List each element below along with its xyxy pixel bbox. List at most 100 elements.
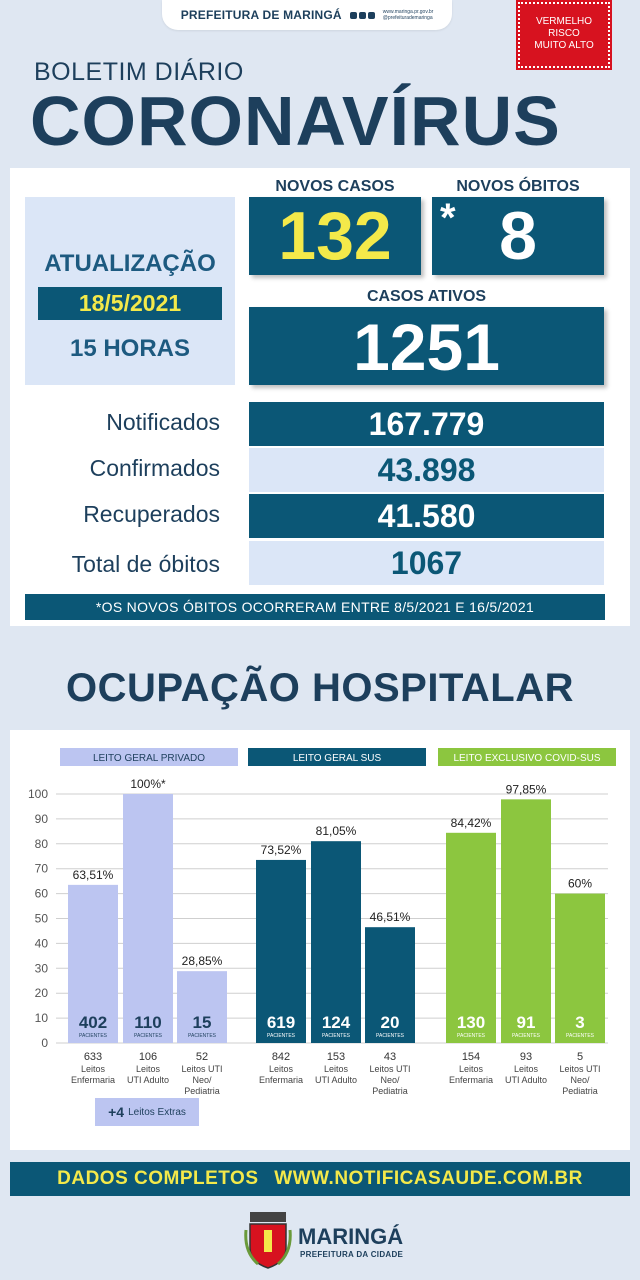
hospital-occupancy-title: OCUPAÇÃO HOSPITALAR — [65, 666, 574, 710]
instagram-icon — [349, 11, 357, 19]
y-tick-label: 40 — [35, 936, 49, 950]
update-hour: 15 HORAS — [69, 335, 191, 362]
bar — [555, 893, 605, 1043]
y-tick-label: 90 — [35, 812, 49, 826]
bar-category-label: Neo/ — [380, 1075, 400, 1085]
bar — [123, 794, 173, 1043]
bar-category-label: Leitos — [514, 1064, 539, 1074]
bar-category-label: Leitos — [324, 1064, 349, 1074]
risk-line-2: RISCO — [548, 28, 580, 39]
bar-patients-value: 619 — [267, 1013, 295, 1032]
bar-beds-count: 153 — [327, 1051, 345, 1063]
bar-category-label: Pediatria — [184, 1086, 220, 1096]
extra-beds-text: Leitos Extras — [128, 1106, 186, 1118]
bar-beds-count: 154 — [462, 1051, 480, 1063]
bar-percent-label: 28,85% — [182, 954, 223, 968]
bar-category-label: Pediatria — [562, 1086, 598, 1096]
bar-category-label: Enfermaria — [259, 1075, 303, 1085]
new-deaths-label: NOVOS ÓBITOS — [456, 178, 580, 195]
new-cases-label: NOVOS CASOS — [275, 178, 395, 195]
bar — [177, 971, 227, 1043]
y-tick-label: 100 — [28, 787, 48, 801]
update-label: ATUALIZAÇÃO — [44, 250, 216, 277]
bar-patients-label: PACIENTES — [322, 1033, 351, 1039]
bar — [68, 884, 118, 1043]
y-tick-label: 70 — [35, 862, 49, 876]
header-links: www.maringa.pr.gov.br @prefeiturademarin… — [383, 9, 433, 21]
bar-beds-count: 43 — [384, 1051, 396, 1063]
bar-percent-label: 81,05% — [316, 824, 357, 838]
update-date: 18/5/2021 — [38, 287, 222, 320]
y-tick-label: 50 — [35, 912, 49, 926]
active-cases-label: CASOS ATIVOS — [366, 288, 487, 305]
extra-beds-badge: +4 Leitos Extras — [95, 1098, 199, 1126]
active-cases-value: 1251 — [249, 307, 604, 385]
website-link[interactable]: www.maringa.pr.gov.br — [382, 9, 434, 15]
bar-patients-label: PACIENTES — [188, 1033, 217, 1039]
bar-category-label: Neo/ — [570, 1075, 590, 1085]
total-deaths-value: 1067 — [249, 541, 604, 585]
bar-patients-label: PACIENTES — [267, 1033, 296, 1039]
city-crest-icon — [244, 1212, 292, 1269]
bar-patients-value: 15 — [193, 1013, 212, 1032]
bar — [501, 799, 551, 1043]
city-name: MARINGÁ — [298, 1224, 404, 1249]
bar — [446, 832, 496, 1043]
extra-beds-count: +4 — [108, 1104, 125, 1120]
bar-category-label: Leitos UTI — [559, 1064, 600, 1074]
total-deaths-label: Total de óbitos — [71, 551, 220, 577]
bar-category-label: Leitos UTI — [181, 1064, 222, 1074]
notified-label: Notificados — [106, 409, 220, 435]
new-deaths-box: * 8 — [432, 196, 604, 275]
facebook-icon — [367, 11, 375, 19]
group-title: LEITO GERAL PRIVADO — [93, 753, 205, 764]
social-handle[interactable]: @prefeiturademaringa — [382, 15, 433, 21]
new-deaths-value: 8 — [499, 198, 537, 274]
bar — [311, 841, 361, 1043]
bar-category-label: UTI Adulto — [315, 1075, 357, 1085]
bar-patients-value: 124 — [322, 1013, 351, 1032]
header-brand-bar: PREFEITURA DE MARINGÁ www.maringa.pr.gov… — [162, 0, 452, 30]
footer-bar: DADOS COMPLETOS WWW.NOTIFICASAUDE.COM.BR — [10, 1162, 630, 1196]
bar-patients-value: 91 — [517, 1013, 536, 1032]
bar-beds-count: 106 — [139, 1051, 157, 1063]
bar-patients-label: PACIENTES — [566, 1033, 595, 1039]
bar-category-label: Neo/ — [192, 1075, 212, 1085]
social-icons — [349, 11, 375, 19]
y-tick-label: 20 — [35, 986, 49, 1000]
new-deaths-asterisk: * — [440, 196, 456, 240]
bar-category-label: Enfermaria — [71, 1075, 115, 1085]
confirmed-label: Confirmados — [89, 455, 220, 481]
y-tick-label: 0 — [41, 1036, 48, 1050]
recovered-label: Recuperados — [83, 501, 220, 527]
bar-category-label: Leitos — [136, 1064, 161, 1074]
confirmed-value: 43.898 — [249, 448, 604, 492]
bar-patients-label: PACIENTES — [134, 1033, 163, 1039]
bar-patients-value: 3 — [575, 1013, 584, 1032]
deaths-footnote: *OS NOVOS ÓBITOS OCORRERAM ENTRE 8/5/202… — [25, 594, 605, 620]
new-cases-value: 132 — [249, 197, 421, 275]
group-title: LEITO GERAL SUS — [293, 753, 382, 764]
bar-patients-value: 402 — [79, 1013, 107, 1032]
bar-category-label: Enfermaria — [449, 1075, 493, 1085]
twitter-icon — [358, 11, 366, 19]
recovered-value: 41.580 — [249, 494, 604, 538]
bar-beds-count: 633 — [84, 1051, 102, 1063]
notified-value: 167.779 — [249, 402, 604, 446]
bar-percent-label: 73,52% — [261, 843, 302, 857]
bar-beds-count: 52 — [196, 1051, 208, 1063]
y-tick-label: 60 — [35, 887, 49, 901]
brand-name: PREFEITURA DE MARINGÁ — [180, 8, 342, 22]
footer-url[interactable]: WWW.NOTIFICASAUDE.COM.BR — [274, 1168, 583, 1189]
group-header — [438, 748, 616, 766]
bar-patients-label: PACIENTES — [376, 1033, 405, 1039]
bar-category-label: Leitos — [81, 1064, 106, 1074]
group-header — [60, 748, 238, 766]
bar-beds-count: 93 — [520, 1051, 532, 1063]
bar — [365, 927, 415, 1043]
bar-percent-label: 60% — [568, 877, 592, 891]
bulletin-subtitle: BOLETIM DIÁRIO — [34, 58, 244, 86]
bar-percent-label: 97,85% — [506, 782, 547, 796]
bar-category-label: Leitos UTI — [369, 1064, 410, 1074]
footer-label: DADOS COMPLETOS — [57, 1168, 259, 1189]
